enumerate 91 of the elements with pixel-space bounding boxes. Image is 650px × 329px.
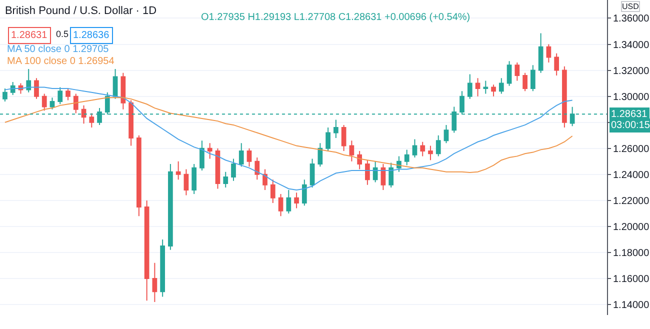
candlestick	[326, 127, 330, 152]
y-tick-label: 1.14000	[613, 300, 650, 312]
candlestick	[357, 150, 362, 170]
candlestick	[396, 156, 402, 172]
candlestick	[262, 168, 268, 191]
candlestick	[176, 160, 181, 180]
y-tick-label: 1.16000	[613, 274, 650, 286]
candlestick	[428, 145, 433, 161]
candlestick	[310, 158, 315, 188]
candlestick	[34, 78, 39, 100]
candlestick	[200, 140, 204, 172]
candlestick	[294, 192, 299, 209]
y-tick-label: 1.22000	[613, 196, 650, 207]
candlestick	[365, 160, 370, 186]
candlestick	[286, 190, 292, 214]
candlestick	[467, 74, 472, 100]
candlestick	[420, 141, 426, 157]
candlestick	[246, 148, 252, 168]
candlestick	[475, 78, 480, 97]
annotation: O1.27935 H1.29193 L1.27708 C1.28631 +0.00696 (+0.54%)	[201, 12, 470, 23]
candlestick	[112, 68, 118, 100]
candlestick	[491, 84, 496, 97]
y-tick-label: 1.26000	[613, 144, 650, 155]
candlestick	[152, 262, 158, 302]
y-tick-label: 1.36000	[613, 14, 650, 25]
candlestick	[404, 149, 410, 166]
text: MA 50 close 0	[7, 44, 70, 55]
candlestick	[184, 168, 189, 196]
candlestick	[483, 80, 488, 94]
candlestick	[81, 104, 86, 124]
candlestick	[562, 66, 567, 128]
candlestick	[380, 164, 386, 191]
candlestick	[341, 124, 346, 152]
candlestick	[2, 88, 8, 102]
candlestick	[58, 86, 63, 105]
candlestick	[120, 72, 126, 110]
candlestick	[128, 100, 134, 146]
candlestick	[554, 52, 559, 76]
candlestick	[160, 239, 165, 298]
candlestick	[136, 134, 142, 217]
candlestick	[144, 200, 150, 302]
candlestick	[223, 171, 228, 188]
candlestick	[349, 140, 354, 162]
candlestick	[168, 164, 173, 250]
candlestick	[334, 119, 338, 138]
annotation: 1.26954	[78, 56, 115, 67]
annotation: 0.5	[56, 29, 69, 39]
candlestick	[302, 179, 307, 206]
text: MA 100 close 0	[7, 56, 76, 67]
candlestick	[238, 142, 244, 168]
text: USD	[622, 2, 640, 11]
chart-title: British Pound / U.S. Dollar · 1D	[4, 4, 157, 17]
candlestick	[530, 64, 536, 92]
candlestick	[436, 134, 441, 157]
candlestick	[514, 62, 520, 82]
candlestick	[498, 78, 504, 94]
y-tick-label: 1.20000	[613, 222, 650, 233]
candlestick	[192, 164, 197, 194]
candlestick	[42, 93, 47, 112]
candlestick	[372, 160, 378, 183]
y-tick-label: 1.24000	[613, 170, 650, 181]
candlestick	[546, 44, 552, 63]
candlestick	[89, 112, 94, 128]
candlestick	[522, 72, 528, 92]
candlestick	[215, 148, 220, 190]
candlestick	[66, 88, 70, 101]
y-tick-label: 1.32000	[613, 66, 650, 77]
ref-line-label: 1.28631	[611, 109, 648, 120]
candlestick	[318, 142, 323, 168]
annotation: 1.28631	[11, 30, 48, 41]
candlestick	[50, 97, 55, 110]
candlestick	[388, 162, 394, 188]
text: 03:00:15	[611, 120, 650, 131]
candlestick	[270, 179, 276, 204]
line-series	[4, 97, 573, 173]
candlestick	[538, 32, 544, 74]
candlestick	[444, 124, 449, 144]
candlestick	[26, 68, 32, 93]
y-tick-label: 1.34000	[613, 40, 650, 51]
candlestick	[73, 93, 78, 114]
candlestick	[412, 138, 418, 158]
candlestick	[278, 193, 284, 217]
candlestick	[231, 158, 236, 182]
line-series	[4, 86, 573, 191]
candlestick	[254, 157, 260, 180]
candlestick	[506, 60, 512, 86]
y-tick-label: 1.30000	[613, 92, 650, 103]
annotation: 1.29705	[72, 44, 110, 55]
y-tick-label: 1.18000	[613, 248, 650, 260]
candlestick	[207, 142, 212, 160]
annotation: 1.28636	[73, 30, 110, 41]
